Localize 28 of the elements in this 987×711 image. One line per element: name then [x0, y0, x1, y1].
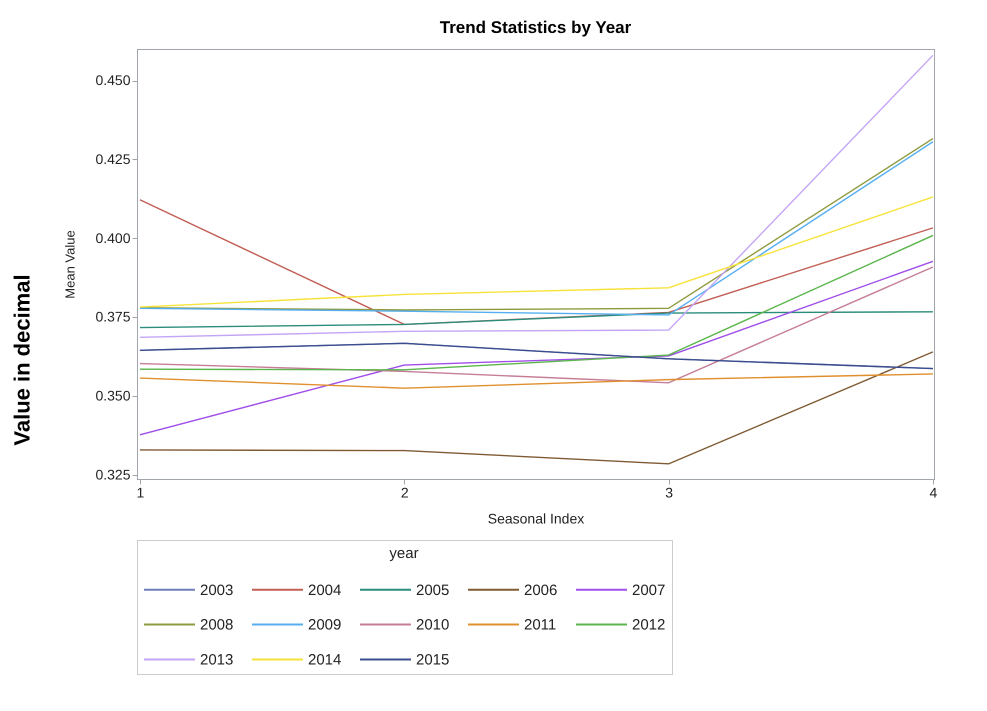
- legend-label: 2004: [308, 582, 342, 599]
- legend-label: 2013: [200, 652, 234, 668]
- x-tick-label: 4: [930, 484, 938, 500]
- legend-label: 2011: [524, 616, 556, 634]
- legend-label: 2015: [416, 652, 450, 668]
- x-tick-label: 2: [400, 484, 409, 500]
- legend-label: 2010: [416, 616, 450, 634]
- legend-label: 2006: [524, 582, 558, 599]
- y-tick-label: 0.400: [95, 230, 131, 246]
- x-axis-title: Seasonal Index: [488, 510, 584, 526]
- legend-label: 2005: [416, 582, 450, 599]
- y-axis-title: Mean Value: [62, 230, 78, 299]
- legend-label: 2003: [200, 582, 234, 599]
- x-tick-label: 3: [665, 484, 674, 500]
- legend-label: 2007: [632, 582, 666, 599]
- chart-title: Trend Statistics by Year: [440, 18, 632, 37]
- y-tick-label: 0.325: [95, 466, 131, 482]
- y-tick-label: 0.350: [95, 388, 131, 404]
- legend-label: 2014: [308, 652, 342, 668]
- legend-label: 2012: [632, 616, 666, 634]
- y-tick-label: 0.450: [95, 72, 131, 88]
- y-tick-label: 0.375: [95, 308, 131, 325]
- legend-label: 2009: [308, 616, 342, 634]
- y-tick-label: 0.425: [95, 150, 131, 167]
- text: Value in decimal: [10, 274, 36, 446]
- x-tick-label: 1: [136, 484, 145, 500]
- legend-title: year: [389, 545, 419, 562]
- legend-label: 2008: [200, 616, 234, 634]
